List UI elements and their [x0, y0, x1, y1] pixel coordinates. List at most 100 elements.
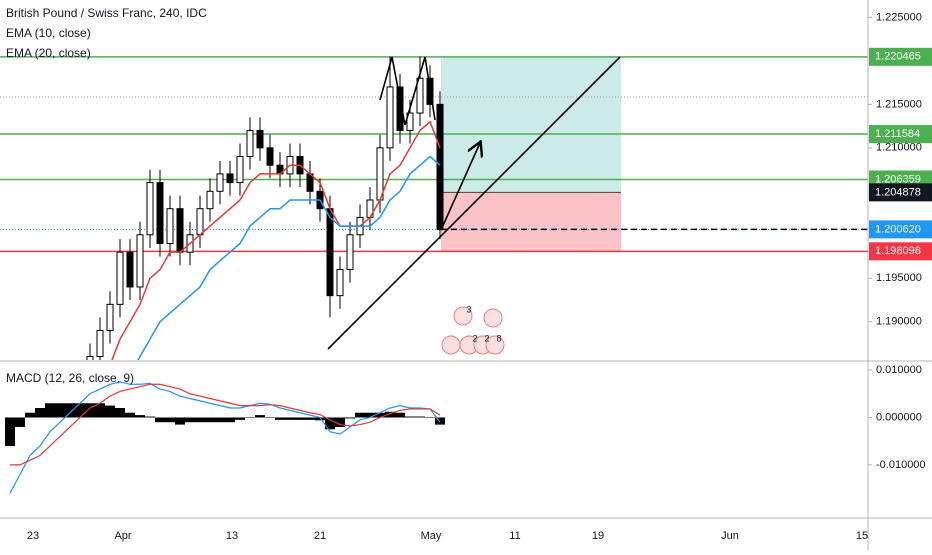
- macd-histogram-bar: [85, 403, 95, 418]
- macd-histogram-bar: [335, 417, 345, 427]
- candle-body: [126, 251, 134, 288]
- x-tick-label: May: [421, 530, 442, 542]
- macd-title: MACD (12, 26, close, 9): [6, 371, 134, 385]
- price-pane: [86, 56, 444, 360]
- y-tick-label: 1.225000: [876, 11, 922, 23]
- drawings: [327, 56, 621, 350]
- macd-histogram-bar: [305, 417, 315, 420]
- macd-histogram-bar: [395, 412, 405, 418]
- candle-body: [436, 103, 444, 231]
- macd-histogram-bar: [145, 416, 155, 418]
- ema-line: [111, 120, 441, 360]
- loss-zone: [441, 192, 621, 252]
- x-tick-label: Jun: [721, 530, 739, 542]
- candle-body: [116, 251, 124, 305]
- event-label: 8: [496, 333, 501, 343]
- x-tick-label: 19: [592, 530, 604, 542]
- legend-entry: EMA (20, close): [6, 46, 91, 60]
- candle-body: [326, 208, 334, 297]
- macd-histogram-bar: [275, 417, 285, 420]
- candle-body: [256, 129, 264, 149]
- position-box: [441, 56, 621, 252]
- price-tag-label: 1.206359: [875, 173, 921, 185]
- chart-title: British Pound / Swiss Franc, 240, IDC: [6, 6, 207, 20]
- event-icon: [441, 335, 461, 355]
- signal-line: [10, 383, 441, 466]
- macd-histogram-bar: [315, 417, 325, 421]
- macd-histogram-bar: [65, 403, 75, 418]
- macd-histogram-bar: [75, 403, 85, 418]
- macd-histogram-bar: [375, 412, 385, 418]
- candle-body: [396, 86, 404, 131]
- candle-body: [106, 303, 114, 331]
- candle-body: [216, 173, 224, 192]
- x-tick-label: 21: [314, 530, 326, 542]
- legend-entry: EMA (10, close): [6, 26, 91, 40]
- candle-body: [406, 112, 414, 131]
- candle-body: [156, 182, 164, 244]
- macd-histogram-bar: [115, 407, 125, 418]
- price-tag-label: 1.200620: [875, 223, 921, 235]
- price-tag: [869, 220, 932, 239]
- macd-pane: [5, 381, 445, 494]
- y-tick-label: 0.000000: [876, 411, 922, 423]
- macd-histogram-bar: [255, 415, 265, 418]
- macd-histogram-bar: [135, 415, 145, 418]
- candle-body: [346, 234, 354, 271]
- macd-histogram-bar: [185, 417, 195, 423]
- event-icon: [485, 335, 505, 355]
- y-tick-label: 1.190000: [876, 316, 922, 328]
- candle-body: [146, 182, 154, 236]
- candle-body: [226, 173, 234, 184]
- y-tick-label: 1.210000: [876, 142, 922, 154]
- x-tick-label: 13: [226, 530, 238, 542]
- candle-body: [236, 156, 244, 184]
- y-tick-label: 1.215000: [876, 98, 922, 110]
- candle-body: [416, 77, 424, 114]
- arrow: [440, 143, 480, 231]
- macd-histogram-bar: [95, 403, 105, 418]
- macd-histogram-bar: [245, 417, 255, 418]
- price-tag: [869, 242, 932, 261]
- macd-histogram-bar: [55, 403, 65, 418]
- macd-histogram-bar: [365, 412, 375, 418]
- macd-histogram-bar: [345, 417, 355, 419]
- axes: 1.225000 1.215000 1.210000 1.195000 1.190000…: [27, 11, 932, 542]
- candle-body: [96, 329, 104, 358]
- macd-histogram-bar: [425, 417, 435, 418]
- event-label: 2: [484, 333, 489, 343]
- m-pattern: [379, 56, 436, 126]
- candle-body: [166, 208, 174, 244]
- macd-histogram-bar: [35, 407, 45, 418]
- macd-histogram-bar: [285, 417, 295, 420]
- macd-line: [9, 381, 441, 494]
- macd-histogram-bar: [355, 412, 365, 418]
- candle-body: [196, 208, 204, 236]
- price-tag: [869, 183, 932, 202]
- price-tag-label: 1.211584: [875, 128, 920, 140]
- candle-body: [86, 356, 94, 360]
- macd-histogram-bar: [165, 417, 175, 423]
- event-icon: [453, 306, 473, 326]
- macd-histogram-bar: [105, 405, 115, 418]
- y-tick-label: 1.195000: [876, 272, 922, 284]
- macd-histogram-bar: [125, 412, 135, 418]
- macd-histogram-bar: [415, 416, 425, 418]
- y-tick-label: -0.010000: [876, 459, 926, 471]
- x-tick-label: Apr: [114, 530, 131, 542]
- macd-histogram-bar: [405, 416, 415, 418]
- price-tag: [869, 125, 932, 144]
- event-label: 2: [472, 333, 477, 343]
- profit-zone: [441, 56, 621, 193]
- macd-histogram-bar: [195, 417, 205, 423]
- candle-body: [386, 86, 394, 149]
- trend-line: [327, 56, 621, 350]
- events: 32 2 8: [441, 304, 505, 355]
- macd-histogram-bar: [215, 417, 225, 423]
- macd-histogram-bar: [25, 412, 35, 418]
- macd-histogram-bar: [155, 417, 165, 423]
- ema-line: [137, 155, 441, 360]
- x-tick-label: 15: [856, 530, 868, 542]
